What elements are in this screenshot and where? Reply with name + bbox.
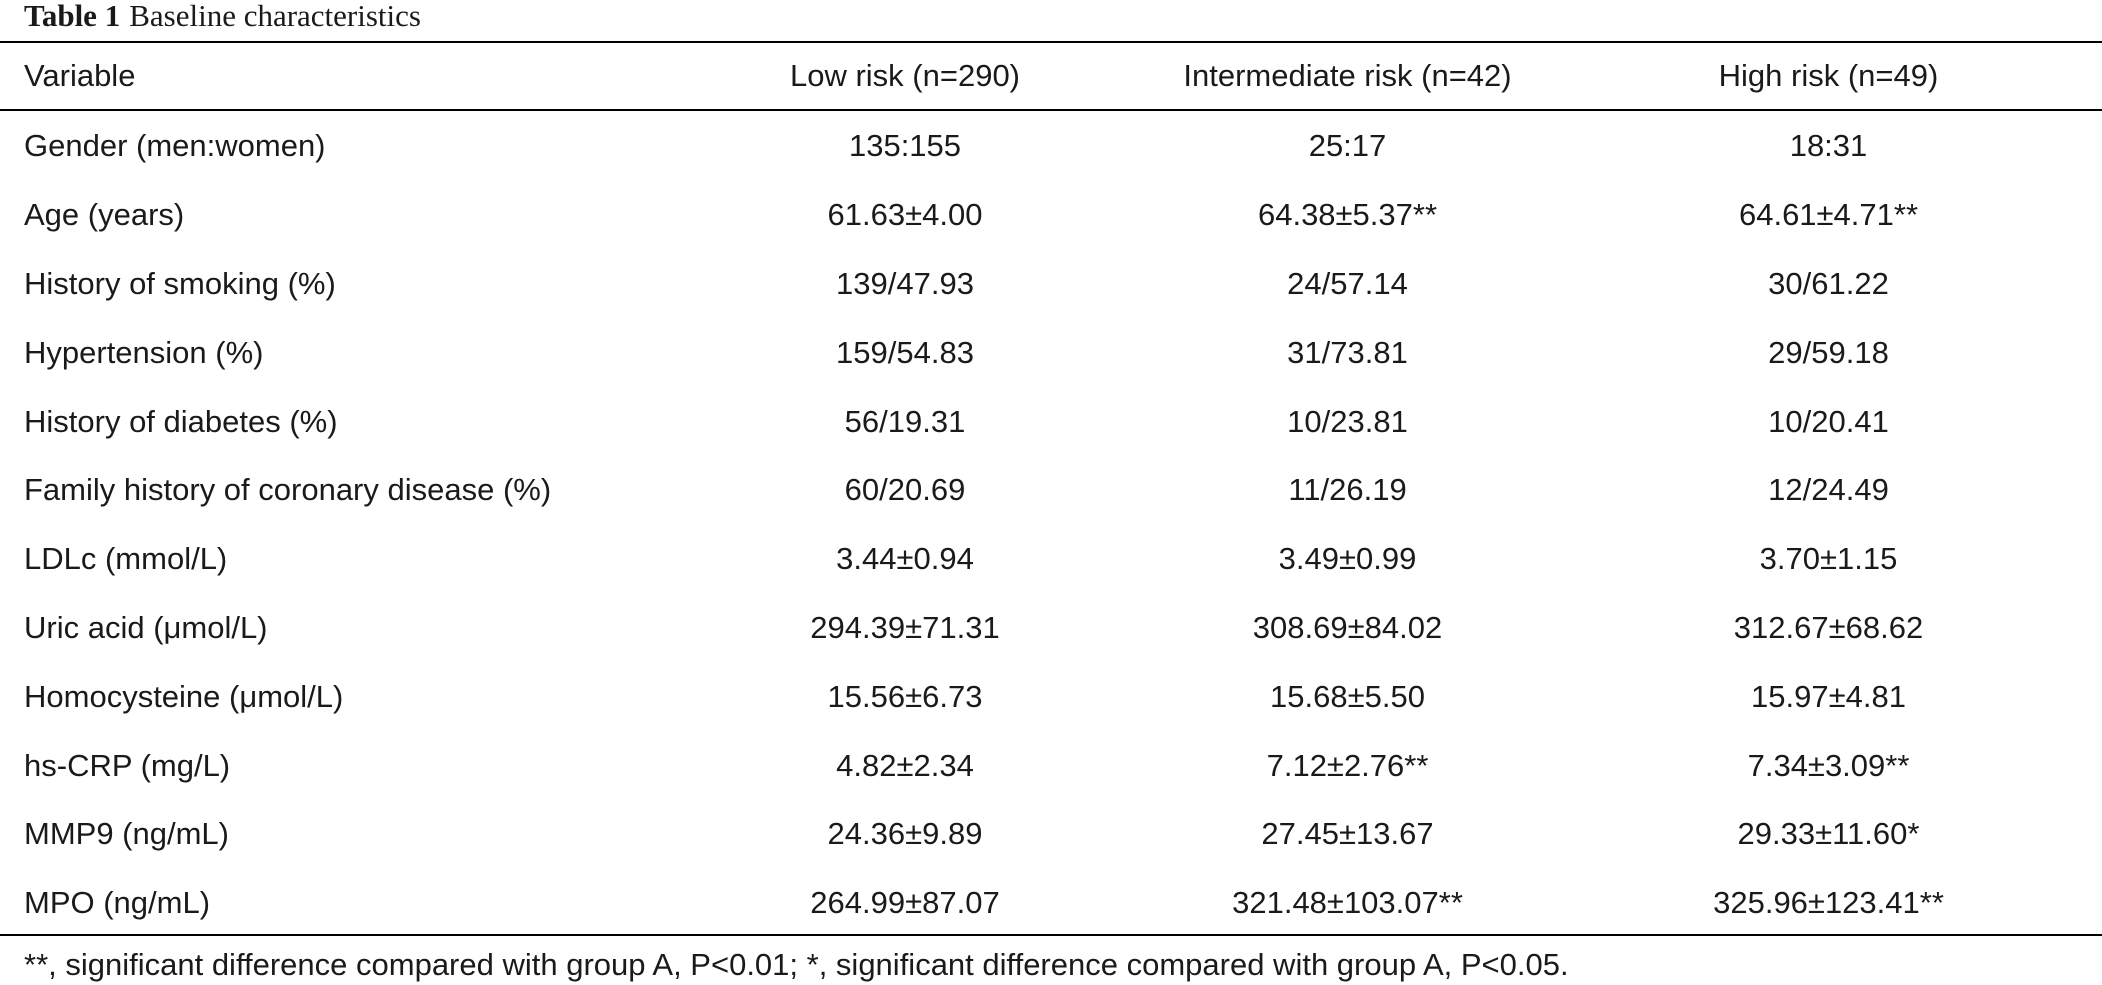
intermediate-risk-cell: 64.38±5.37** bbox=[1257, 197, 1438, 233]
table-row: hs-CRP (mg/L) 4.82±2.34 7.12±2.76** 7.34… bbox=[0, 731, 2102, 800]
intermediate-risk-cell: 308.69±84.02 bbox=[1252, 609, 1443, 645]
row-label: MPO (ng/mL) bbox=[24, 885, 211, 921]
row-label: Family history of coronary disease (%) bbox=[24, 472, 552, 508]
low-risk-cell: 24.36±9.89 bbox=[827, 816, 983, 852]
table-title: Baseline characteristics bbox=[129, 0, 421, 33]
high-risk-cell: 312.67±68.62 bbox=[1733, 609, 1924, 645]
high-risk-cell: 18:31 bbox=[1789, 128, 1868, 164]
row-label: History of diabetes (%) bbox=[24, 403, 338, 439]
table-row: Family history of coronary disease (%) 6… bbox=[0, 456, 2102, 525]
low-risk-cell: 135:155 bbox=[848, 128, 962, 164]
row-label: History of smoking (%) bbox=[24, 265, 336, 301]
low-risk-cell: 294.39±71.31 bbox=[810, 609, 1000, 645]
intermediate-risk-cell: 10/23.81 bbox=[1287, 403, 1408, 439]
high-risk-cell: 3.70±1.15 bbox=[1759, 541, 1898, 577]
low-risk-cell: 4.82±2.34 bbox=[836, 747, 974, 783]
low-risk-cell: 159/54.83 bbox=[836, 334, 974, 370]
high-risk-cell: 29.33±11.60* bbox=[1737, 816, 1920, 852]
table-row: History of smoking (%) 139/47.93 24/57.1… bbox=[0, 250, 2102, 319]
high-risk-cell: 15.97±4.81 bbox=[1751, 678, 1906, 714]
high-risk-cell: 30/61.22 bbox=[1768, 265, 1889, 301]
row-label: Uric acid (μmol/L) bbox=[24, 609, 268, 645]
table-row: Gender (men:women) 135:155 25:17 18:31 bbox=[0, 110, 2102, 181]
table-row: LDLc (mmol/L) 3.44±0.94 3.49±0.99 3.70±1… bbox=[0, 525, 2102, 594]
intermediate-risk-cell: 321.48±103.07** bbox=[1232, 885, 1463, 921]
high-risk-cell: 64.61±4.71** bbox=[1738, 197, 1919, 233]
column-header-intermediate-risk: Intermediate risk (n=42) bbox=[1183, 58, 1512, 93]
table-caption: Table 1 Baseline characteristics bbox=[24, 0, 421, 40]
intermediate-risk-cell: 11/26.19 bbox=[1288, 472, 1407, 508]
high-risk-cell: 12/24.49 bbox=[1768, 472, 1889, 508]
table-row: MPO (ng/mL) 264.99±87.07 321.48±103.07**… bbox=[0, 869, 2102, 938]
header-rule bbox=[0, 109, 2102, 111]
baseline-characteristics-table: Variable Low risk (n=290) Intermediate r… bbox=[0, 42, 2102, 938]
column-header-low-risk: Low risk (n=290) bbox=[789, 58, 1021, 93]
low-risk-cell: 56/19.31 bbox=[844, 403, 966, 439]
intermediate-risk-cell: 15.68±5.50 bbox=[1270, 678, 1425, 714]
intermediate-risk-cell: 24/57.14 bbox=[1287, 265, 1408, 301]
low-risk-cell: 15.56±6.73 bbox=[827, 678, 983, 714]
high-risk-cell: 7.34±3.09** bbox=[1747, 747, 1910, 783]
row-label: LDLc (mmol/L) bbox=[24, 541, 228, 577]
row-label: Age (years) bbox=[24, 197, 185, 233]
table-row: Uric acid (μmol/L) 294.39±71.31 308.69±8… bbox=[0, 594, 2102, 663]
column-header-high-risk: High risk (n=49) bbox=[1718, 58, 1939, 93]
column-header-variable: Variable bbox=[24, 58, 136, 93]
intermediate-risk-cell: 3.49±0.99 bbox=[1278, 541, 1417, 577]
intermediate-risk-cell: 7.12±2.76** bbox=[1266, 747, 1429, 783]
top-rule bbox=[0, 41, 2102, 43]
table-header-row: Variable Low risk (n=290) Intermediate r… bbox=[0, 42, 2102, 110]
row-label: hs-CRP (mg/L) bbox=[24, 747, 231, 783]
low-risk-cell: 60/20.69 bbox=[844, 472, 966, 508]
table-number: Table 1 bbox=[24, 0, 121, 33]
row-label: MMP9 (ng/mL) bbox=[24, 816, 229, 852]
table-row: History of diabetes (%) 56/19.31 10/23.8… bbox=[0, 387, 2102, 456]
high-risk-cell: 29/59.18 bbox=[1768, 334, 1889, 370]
intermediate-risk-cell: 25:17 bbox=[1308, 128, 1387, 164]
row-label: Hypertension (%) bbox=[24, 334, 264, 370]
intermediate-risk-cell: 27.45±13.67 bbox=[1261, 816, 1434, 852]
low-risk-cell: 61.63±4.00 bbox=[827, 197, 983, 233]
row-label: Homocysteine (μmol/L) bbox=[24, 678, 344, 714]
low-risk-cell: 264.99±87.07 bbox=[810, 885, 1000, 921]
high-risk-cell: 325.96±123.41** bbox=[1713, 885, 1944, 921]
intermediate-risk-cell: 31/73.81 bbox=[1287, 334, 1408, 370]
low-risk-cell: 139/47.93 bbox=[836, 265, 974, 301]
table-row: Homocysteine (μmol/L) 15.56±6.73 15.68±5… bbox=[0, 662, 2102, 731]
table-row: Hypertension (%) 159/54.83 31/73.81 29/5… bbox=[0, 318, 2102, 387]
table-row: MMP9 (ng/mL) 24.36±9.89 27.45±13.67 29.3… bbox=[0, 800, 2102, 869]
high-risk-cell: 10/20.41 bbox=[1768, 403, 1889, 439]
low-risk-cell: 3.44±0.94 bbox=[836, 541, 974, 577]
table-row: Age (years) 61.63±4.00 64.38±5.37** 64.6… bbox=[0, 181, 2102, 250]
row-label: Gender (men:women) bbox=[24, 128, 326, 164]
table-footnote: **, significant difference compared with… bbox=[24, 947, 1569, 982]
bottom-rule bbox=[0, 934, 2102, 936]
